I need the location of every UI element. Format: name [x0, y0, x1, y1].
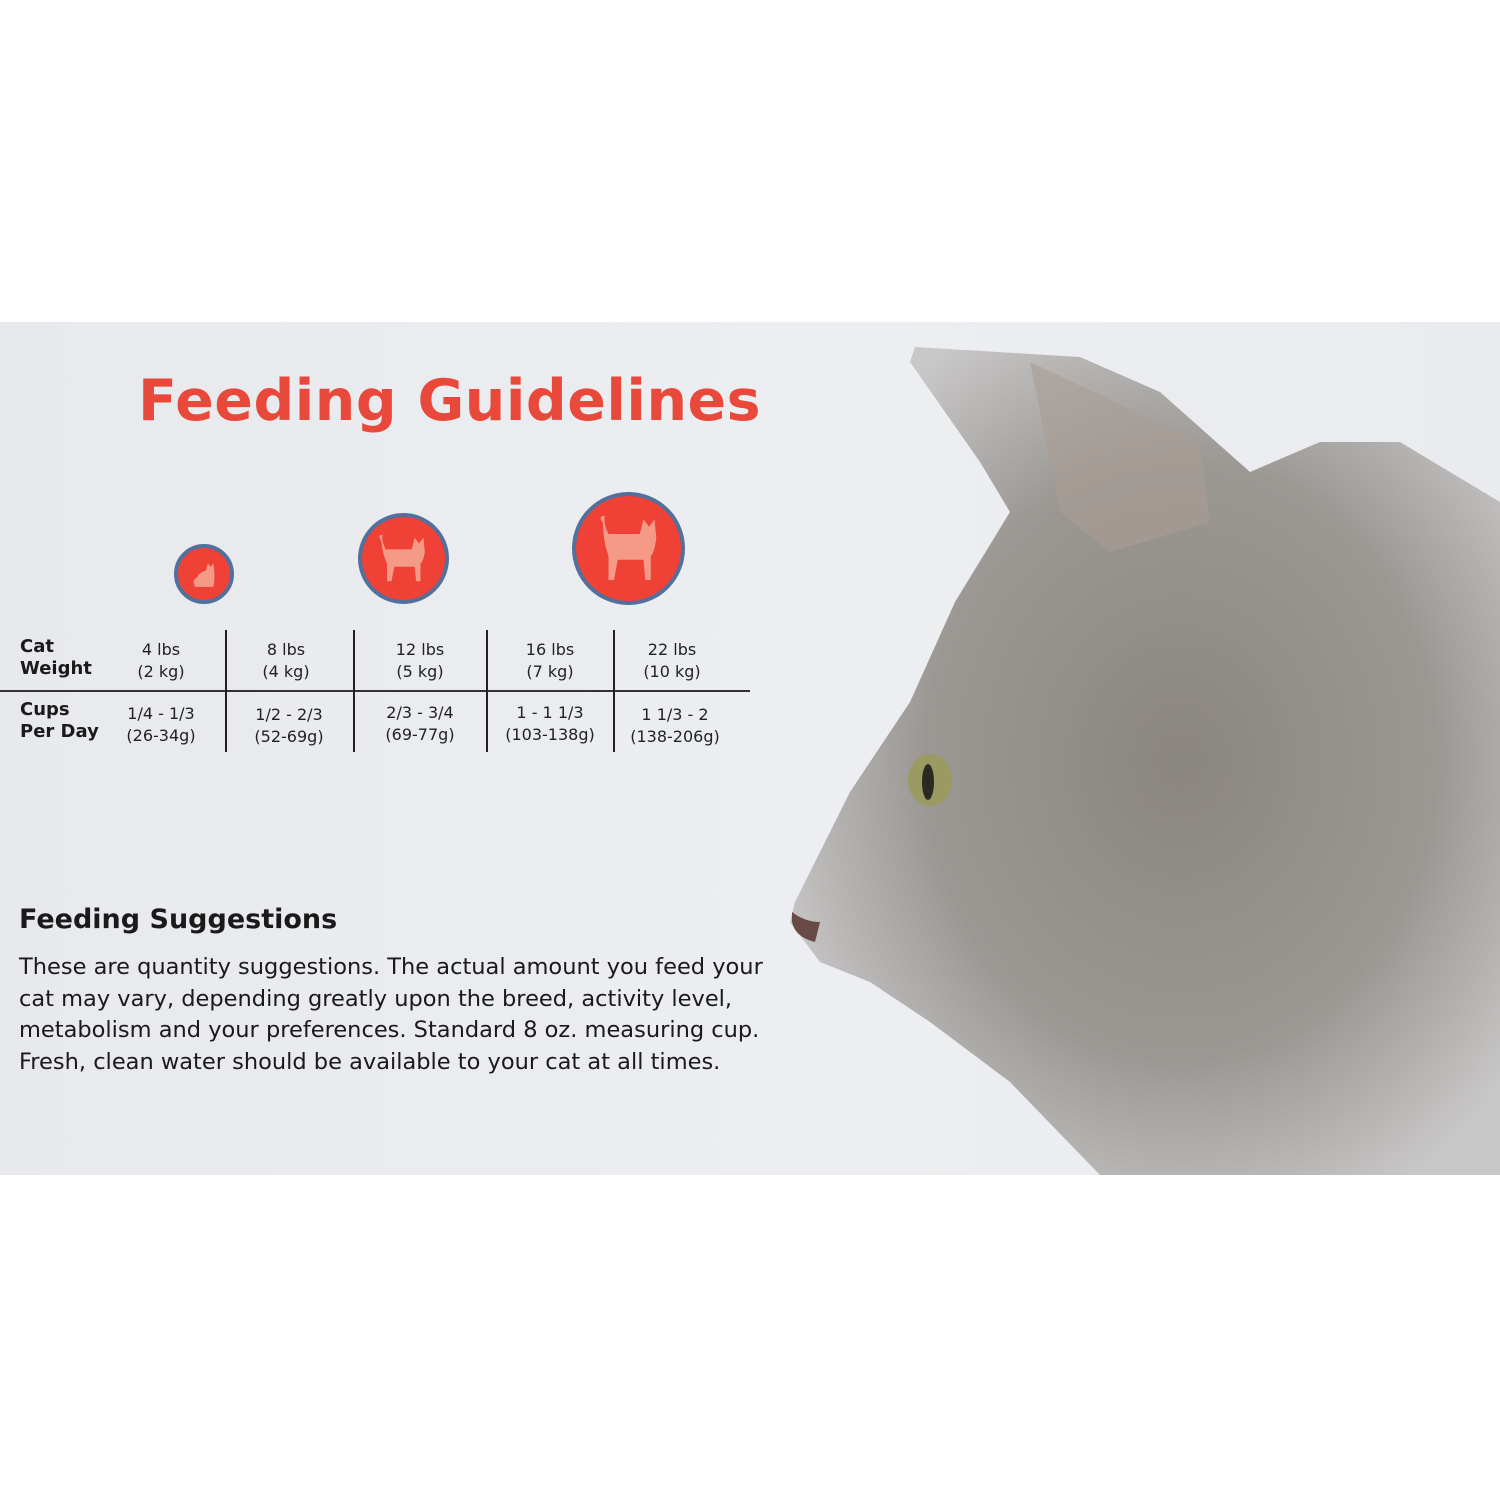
row-label-line: Cups — [20, 699, 70, 720]
cell-line: 2/3 - 3/4 — [386, 703, 454, 722]
column-divider — [353, 630, 355, 752]
weight-cell: 12 lbs (5 kg) — [355, 639, 485, 683]
cell-line: (103-138g) — [505, 725, 595, 744]
cell-line: 22 lbs — [647, 640, 697, 659]
column-divider — [486, 630, 488, 752]
weight-cell: 4 lbs (2 kg) — [96, 639, 226, 683]
cell-line: 1 - 1 1/3 — [516, 703, 584, 722]
row-label-cups: Cups Per Day — [20, 699, 99, 743]
cat-medium-icon — [358, 513, 449, 604]
cell-line: 1/4 - 1/3 — [127, 704, 195, 723]
feeding-panel — [0, 322, 1500, 1175]
cell-line: 12 lbs — [395, 640, 445, 659]
cell-line: 16 lbs — [525, 640, 575, 659]
row-label-line: Weight — [20, 658, 92, 679]
cups-cell: 1 1/3 - 2 (138-206g) — [610, 704, 740, 748]
cell-line: (10 kg) — [643, 662, 701, 681]
cat-photo — [790, 347, 1500, 1175]
column-divider — [225, 630, 227, 752]
cups-cell: 1 - 1 1/3 (103-138g) — [485, 702, 615, 746]
cell-line: (4 kg) — [262, 662, 310, 681]
cat-large-icon — [572, 492, 685, 605]
cell-line: 1/2 - 2/3 — [255, 705, 323, 724]
cell-line: (5 kg) — [396, 662, 444, 681]
suggestions-text: These are quantity suggestions. The actu… — [19, 954, 763, 1075]
page-title: Feeding Guidelines — [138, 368, 762, 434]
cell-line: (26-34g) — [126, 726, 196, 745]
cups-cell: 1/2 - 2/3 (52-69g) — [224, 704, 354, 748]
cat-small-icon — [174, 544, 234, 604]
cell-line: 8 lbs — [266, 640, 306, 659]
cell-line: (52-69g) — [254, 727, 324, 746]
row-label-line: Cat — [20, 636, 54, 657]
cell-line: 1 1/3 - 2 — [641, 705, 709, 724]
cell-line: (7 kg) — [526, 662, 574, 681]
cell-line: (2 kg) — [137, 662, 185, 681]
row-label-line: Per Day — [20, 721, 99, 742]
weight-cell: 16 lbs (7 kg) — [485, 639, 615, 683]
weight-cell: 22 lbs (10 kg) — [607, 639, 737, 683]
cups-cell: 2/3 - 3/4 (69-77g) — [355, 702, 485, 746]
suggestions-heading: Feeding Suggestions — [19, 904, 338, 935]
row-label-weight: Cat Weight — [20, 636, 92, 680]
cell-line: (138-206g) — [630, 727, 720, 746]
weight-cell: 8 lbs (4 kg) — [221, 639, 351, 683]
cell-line: 4 lbs — [141, 640, 181, 659]
column-divider — [613, 630, 615, 752]
cell-line: (69-77g) — [385, 725, 455, 744]
cups-cell: 1/4 - 1/3 (26-34g) — [96, 703, 226, 747]
table-divider — [0, 690, 750, 692]
